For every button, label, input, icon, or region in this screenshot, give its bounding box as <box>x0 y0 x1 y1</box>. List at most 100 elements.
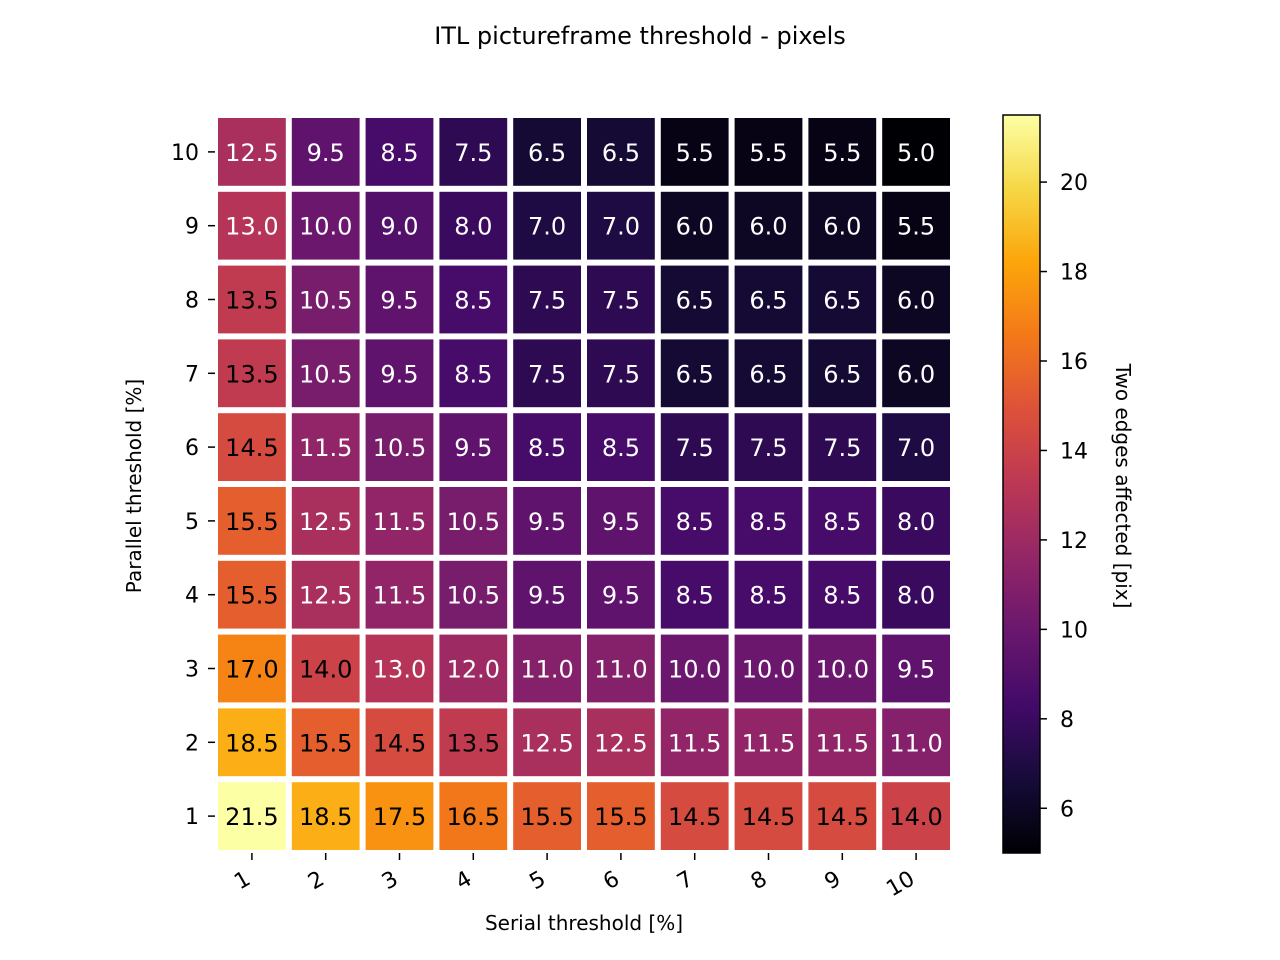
cell-value-label: 8.5 <box>454 360 492 388</box>
cell-value-label: 12.5 <box>594 729 647 757</box>
colorbar-tick-label: 14 <box>1060 439 1088 464</box>
heatmap-cell <box>513 118 581 186</box>
cell-value-label: 6.5 <box>676 360 714 388</box>
heatmap-cell <box>734 118 803 186</box>
x-tick-label: 4 <box>452 867 477 896</box>
heatmap-cell <box>513 413 581 481</box>
cell-value-label: 13.5 <box>225 360 278 388</box>
heatmap-cell <box>734 487 803 555</box>
heatmap-cell <box>291 265 360 334</box>
cell-value-label: 5.5 <box>897 213 935 241</box>
cell-value-label: 7.5 <box>528 287 566 315</box>
colorbar-tick-label: 16 <box>1060 350 1088 375</box>
heatmap-cell <box>734 634 803 703</box>
heatmap-cell <box>291 339 360 408</box>
x-tick-label: 3 <box>378 867 403 896</box>
cell-value-label: 7.5 <box>823 434 861 462</box>
y-tick-label: 8 <box>185 289 199 314</box>
cell-value-label: 9.5 <box>380 360 418 388</box>
colorbar-tick-label: 8 <box>1060 708 1074 733</box>
cell-value-label: 18.5 <box>299 803 352 831</box>
cell-value-label: 11.5 <box>299 434 352 462</box>
x-tick-label: 1 <box>230 867 255 896</box>
heatmap-cell <box>218 708 286 777</box>
heatmap-cell <box>365 782 434 850</box>
cell-value-label: 9.0 <box>380 213 418 241</box>
cell-value-label: 21.5 <box>225 803 278 831</box>
cell-value-label: 9.5 <box>454 434 492 462</box>
heatmap-cell <box>660 413 729 481</box>
heatmap-cell <box>587 782 655 850</box>
cell-value-label: 10.0 <box>668 656 721 684</box>
y-tick-label: 4 <box>185 584 199 609</box>
heatmap-cell <box>660 708 729 777</box>
cell-value-label: 10.0 <box>742 656 795 684</box>
cell-value-label: 6.5 <box>749 287 787 315</box>
x-tick-label: 8 <box>747 867 772 896</box>
cell-value-label: 12.5 <box>225 139 278 167</box>
cell-value-label: 6.0 <box>897 360 935 388</box>
heatmap-cell <box>882 560 950 629</box>
y-tick-label: 9 <box>185 215 199 240</box>
heatmap-cell <box>808 634 877 703</box>
cell-value-label: 10.0 <box>816 656 869 684</box>
heatmap-cell <box>808 118 877 186</box>
cell-value-label: 8.5 <box>676 582 714 610</box>
heatmap-cell <box>365 339 434 408</box>
cell-value-label: 8.5 <box>528 434 566 462</box>
heatmap-cell <box>513 339 581 408</box>
cell-value-label: 15.5 <box>594 803 647 831</box>
heatmap-cell <box>808 191 877 260</box>
heatmap-cell <box>587 191 655 260</box>
heatmap-cell <box>365 118 434 186</box>
heatmap-cell <box>882 487 950 555</box>
heatmap-cell <box>587 118 655 186</box>
cell-value-label: 6.0 <box>676 213 714 241</box>
heatmap-cell <box>365 191 434 260</box>
cell-value-label: 14.5 <box>225 434 278 462</box>
cell-value-label: 10.5 <box>299 287 352 315</box>
cell-value-label: 13.5 <box>447 729 500 757</box>
y-axis-label: Parallel threshold [%] <box>122 379 146 593</box>
cell-value-label: 14.5 <box>816 803 869 831</box>
heatmap-cell <box>218 560 286 629</box>
cell-value-label: 16.5 <box>447 803 500 831</box>
cell-value-label: 10.0 <box>299 213 352 241</box>
heatmap-cell <box>587 265 655 334</box>
cell-value-label: 9.5 <box>307 139 345 167</box>
cell-value-label: 14.5 <box>742 803 795 831</box>
heatmap-cell <box>587 560 655 629</box>
y-tick-label: 6 <box>185 436 199 461</box>
colorbar-tick-label: 18 <box>1060 261 1088 286</box>
cell-value-label: 15.5 <box>520 803 573 831</box>
heatmap-cell <box>218 634 286 703</box>
heatmap-cell <box>660 191 729 260</box>
heatmap-cell <box>218 487 286 555</box>
colorbar-label: Two edges affected [pix] <box>1111 363 1135 609</box>
heatmap-cell <box>218 339 286 408</box>
heatmap-cell <box>291 413 360 481</box>
cell-value-label: 5.0 <box>897 139 935 167</box>
cell-value-label: 12.5 <box>520 729 573 757</box>
heatmap-cell <box>439 708 508 777</box>
heatmap-cell <box>660 265 729 334</box>
heatmap-cell <box>513 487 581 555</box>
heatmap-cell <box>439 487 508 555</box>
heatmap-cell <box>365 265 434 334</box>
cell-value-label: 10.5 <box>447 582 500 610</box>
cell-value-label: 8.5 <box>749 582 787 610</box>
heatmap-cell <box>218 782 286 850</box>
heatmap-cell <box>660 560 729 629</box>
cell-value-label: 7.5 <box>528 360 566 388</box>
heatmap-cell <box>291 634 360 703</box>
cell-value-label: 11.5 <box>373 508 426 536</box>
heatmap-cell <box>291 782 360 850</box>
heatmap-cell <box>660 118 729 186</box>
heatmap-cell <box>808 339 877 408</box>
cell-value-label: 17.5 <box>373 803 426 831</box>
cell-value-label: 7.5 <box>749 434 787 462</box>
cell-value-label: 8.5 <box>380 139 418 167</box>
cell-value-label: 11.0 <box>889 729 942 757</box>
heatmap-cell <box>439 265 508 334</box>
heatmap-cell <box>660 782 729 850</box>
